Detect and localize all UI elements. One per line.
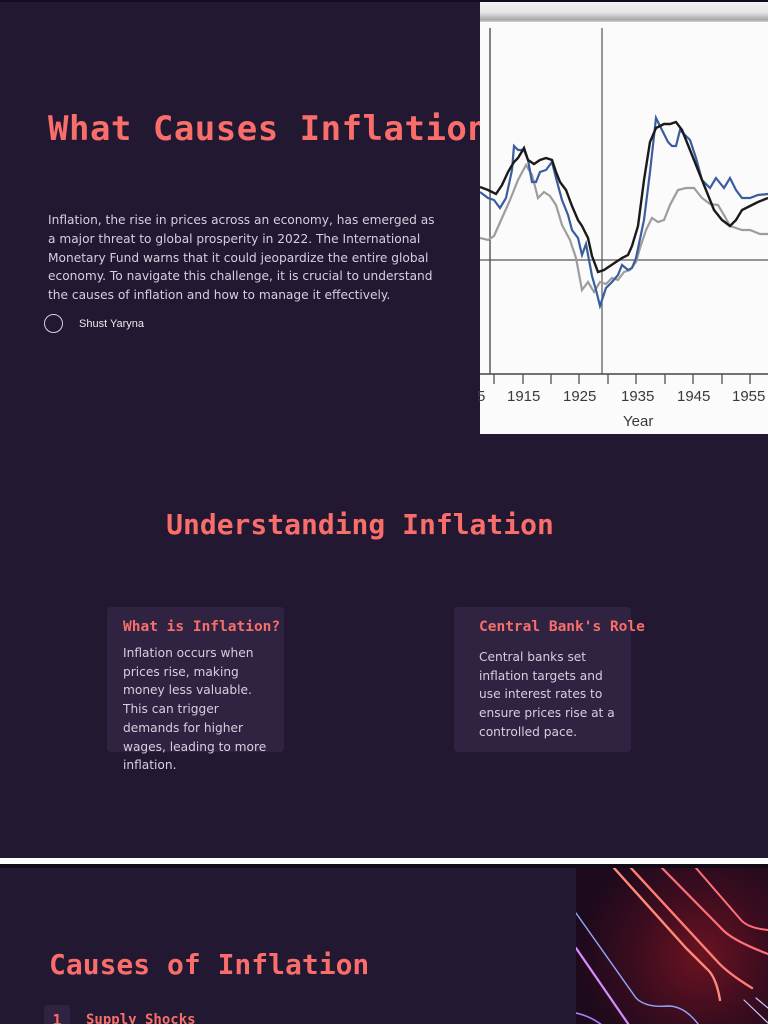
x-tick: 1935: [621, 388, 655, 405]
x-tick: 5: [477, 388, 486, 405]
cause-label: Supply Shocks: [86, 1012, 196, 1024]
card-body: Inflation occurs when prices rise, makin…: [123, 646, 267, 773]
x-axis-label: Year: [623, 413, 654, 430]
chart-plot: [480, 28, 768, 384]
slide-intro: What Causes Inflation? Inflation, the ri…: [0, 0, 768, 858]
card-what-is-inflation: What is Inflation? Inflation occurs when…: [107, 607, 284, 772]
card-central-bank-role: Central Bank's Role Central banks set in…: [454, 607, 645, 752]
slide-causes: Causes of Inflation 1 Supply Shocks: [0, 864, 768, 1024]
x-tick: 1955: [732, 388, 766, 405]
section-title-understanding: Understanding Inflation: [166, 508, 554, 541]
author: Shust Yaryna: [44, 314, 144, 333]
chart-frame-top: [480, 2, 768, 22]
cause-number: 1: [44, 1005, 70, 1024]
author-name: Shust Yaryna: [79, 317, 145, 330]
hero-description: Inflation, the rise in prices across an …: [48, 213, 435, 303]
card-body: Central banks set inflation targets and …: [479, 650, 615, 739]
cause-item: 1 Supply Shocks: [44, 1005, 196, 1024]
neon-lines-image: [574, 868, 768, 1024]
x-tick: 1915: [507, 388, 541, 405]
avatar: [44, 314, 63, 333]
section-title-causes: Causes of Inflation: [49, 948, 370, 981]
inflation-chart-image: 5 1915 1925 1935 1945 1955 Year: [477, 2, 768, 434]
neon-lines-graphic: [574, 868, 768, 1024]
x-tick: 1945: [677, 388, 711, 405]
card-title: What is Inflation?: [123, 619, 281, 635]
x-tick: 1925: [563, 388, 597, 405]
hero-title: What Causes Inflation?: [48, 109, 510, 149]
card-title: Central Bank's Role: [479, 619, 645, 635]
